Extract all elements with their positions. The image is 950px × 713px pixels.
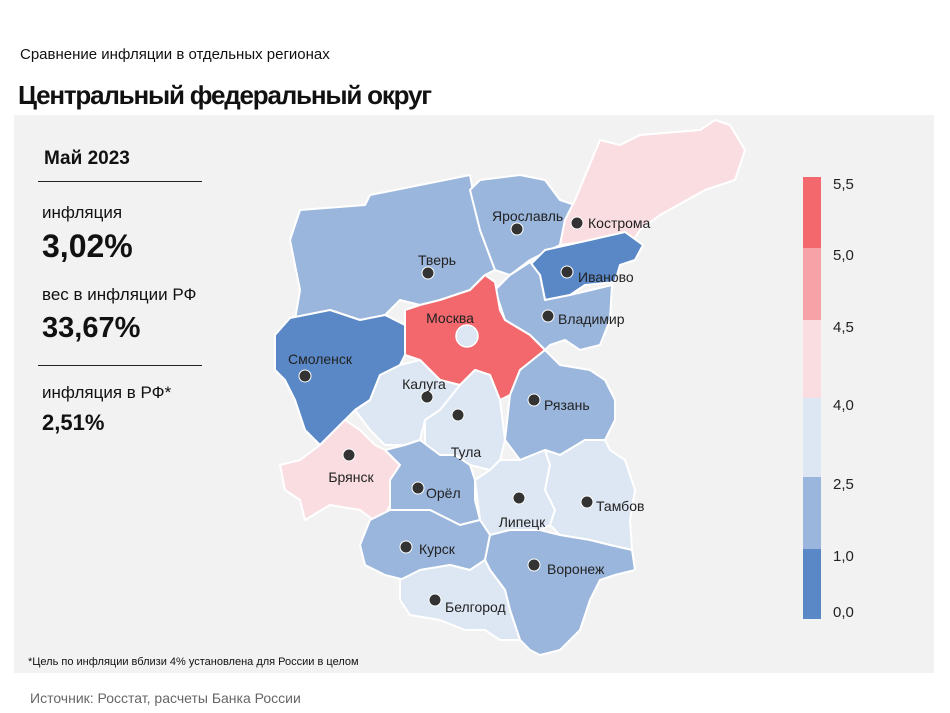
- rf-inflation-value: 2,51%: [42, 410, 105, 435]
- city-dot: [527, 558, 541, 572]
- legend-swatch: [803, 177, 821, 248]
- city-label: Москва: [426, 310, 474, 326]
- period: Май 2023: [44, 148, 130, 169]
- city-label: Орёл: [426, 485, 461, 501]
- region-labels: Тверь Ярославль Кострома Иваново Владимир Мос…: [288, 208, 651, 615]
- city-label: Брянск: [328, 469, 374, 485]
- city-label: Тула: [451, 444, 482, 460]
- source: Источник: Росстат, расчеты Банка России: [30, 690, 301, 706]
- city-dot: [399, 540, 413, 554]
- legend-swatch: [803, 477, 821, 549]
- legend-swatch: [803, 398, 821, 477]
- city-dot: [298, 369, 312, 383]
- footnote: *Цель по инфляции вблизи 4% установлена …: [28, 656, 359, 668]
- city-dot: [421, 266, 435, 280]
- rf-inflation-label: инфляция в РФ*: [42, 383, 172, 402]
- city-dot: [428, 593, 442, 607]
- weight-label: вес в инфляции РФ: [42, 285, 197, 304]
- legend-tick: 4,0: [833, 397, 854, 414]
- region-shape[interactable]: [399, 559, 521, 641]
- weight-value: 33,67%: [42, 312, 141, 344]
- subtitle: Сравнение инфляции в отдельных регионах: [20, 46, 330, 63]
- legend: 0,0 1,0 2,5 4,0 4,5 5,0 5,5: [803, 176, 854, 621]
- city-dot: [541, 309, 555, 323]
- legend-tick: 5,5: [833, 176, 854, 193]
- city-dot: [580, 495, 594, 509]
- legend-tick: 1,0: [833, 548, 854, 565]
- city-dot: [510, 222, 524, 236]
- city-dot: [527, 393, 541, 407]
- city-label: Воронеж: [547, 561, 605, 577]
- inflation-value: 3,02%: [42, 228, 133, 264]
- city-dot: [570, 216, 584, 230]
- city-label: Ярославль: [492, 208, 563, 224]
- city-dot: [420, 390, 434, 404]
- legend-swatch: [803, 248, 821, 320]
- regions: [274, 119, 746, 656]
- city-dot: [451, 408, 465, 422]
- region-shape[interactable]: [544, 439, 636, 551]
- city-label: Тверь: [418, 252, 456, 268]
- city-label: Калуга: [402, 376, 446, 392]
- legend-tick: 0,0: [833, 604, 854, 621]
- inflation-label: инфляция: [42, 203, 123, 222]
- city-label: Липецк: [499, 514, 546, 530]
- city-label: Владимир: [558, 311, 625, 327]
- city-label: Тамбов: [596, 498, 644, 514]
- city-dot: [560, 265, 574, 279]
- divider: [38, 181, 202, 182]
- city-label: Курск: [419, 541, 456, 557]
- page-title: Центральный федеральный округ: [18, 80, 432, 110]
- city-label: Рязань: [544, 397, 590, 413]
- city-label: Смоленск: [288, 351, 353, 367]
- legend-tick: 5,0: [833, 247, 854, 264]
- capital-marker: [455, 324, 479, 348]
- legend-swatch: [803, 549, 821, 619]
- legend-tick: 2,5: [833, 476, 854, 493]
- city-dot: [342, 448, 356, 462]
- city-dot: [512, 491, 526, 505]
- city-label: Иваново: [578, 269, 634, 285]
- legend-swatch: [803, 320, 821, 398]
- city-dot: [411, 481, 425, 495]
- legend-tick: 4,5: [833, 319, 854, 336]
- city-label: Кострома: [588, 215, 651, 231]
- divider: [38, 365, 202, 366]
- city-label: Белгород: [445, 599, 506, 615]
- region-shape[interactable]: [384, 439, 481, 526]
